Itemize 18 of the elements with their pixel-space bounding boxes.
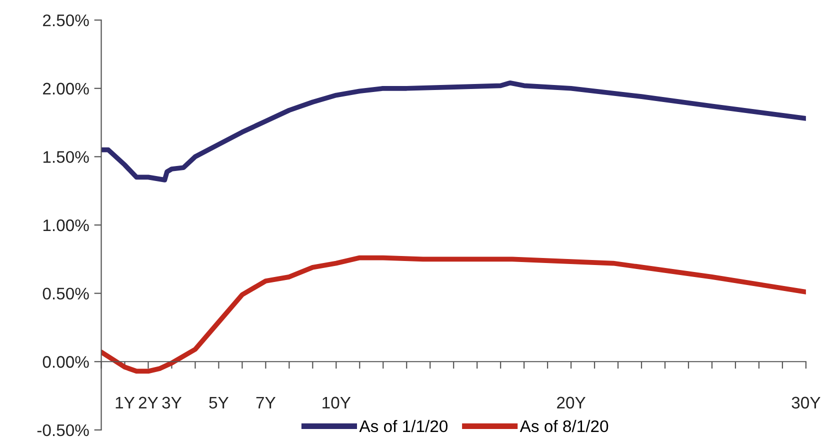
y-tick-label: 2.00% xyxy=(43,82,89,95)
x-tick-label: 10Y xyxy=(322,396,351,409)
x-tick-label: 1Y xyxy=(116,396,135,408)
x-tick-label: 5Y xyxy=(209,396,229,409)
x-tick-label: 7Y xyxy=(256,396,276,408)
x-tick-label: 20Y xyxy=(557,396,586,409)
x-tick-label: 30Y xyxy=(792,396,820,409)
y-tick-label: 1.50% xyxy=(43,151,89,163)
y-tick-label: 2.50% xyxy=(43,14,89,26)
legend-label: As of 8/1/20 xyxy=(520,420,608,432)
legend-label: As of 1/1/20 xyxy=(359,420,448,432)
y-tick-label: 1.00% xyxy=(43,219,89,232)
x-tick-label: 3Y xyxy=(162,396,182,409)
y-tick-label: 0.00% xyxy=(42,356,89,368)
line-series xyxy=(101,80,806,182)
y-tick-label: 0.50% xyxy=(42,288,89,300)
x-tick-label: 2Y xyxy=(138,396,158,408)
y-tick-label: -0.50% xyxy=(37,424,89,436)
